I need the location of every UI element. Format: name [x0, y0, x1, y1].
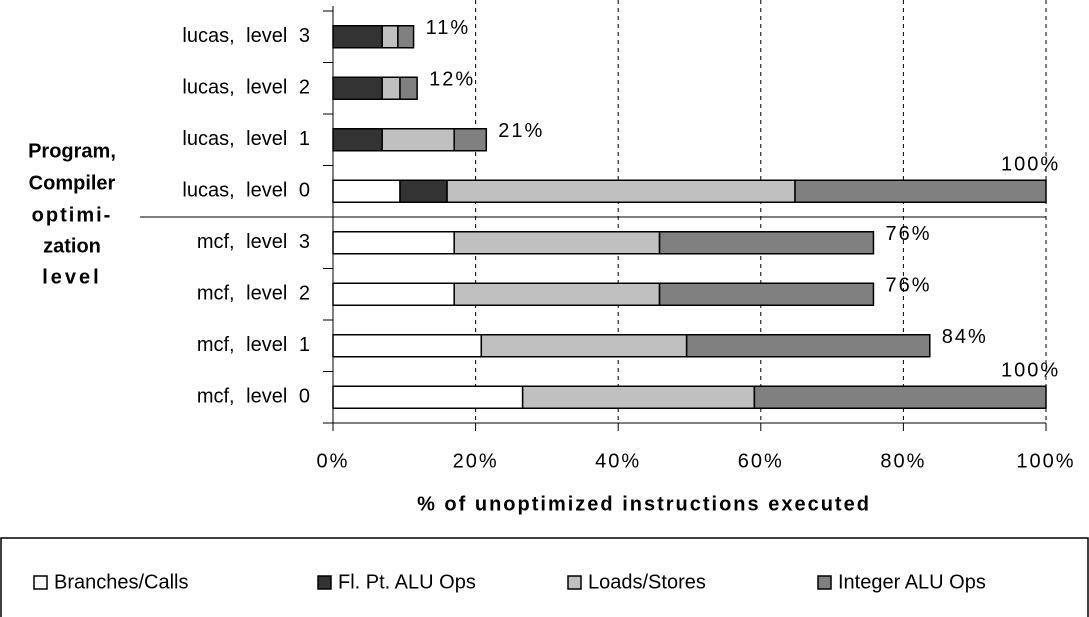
bar-segment: [399, 179, 448, 203]
x-tick-label: 80%: [880, 450, 926, 472]
legend-swatch: [33, 575, 48, 590]
bar-segment: [332, 334, 483, 358]
legend-box: [0, 537, 1089, 617]
y-axis-title: optimi-: [32, 204, 113, 226]
y-axis-title: Program,: [28, 140, 116, 162]
y-tick-label: mcf, level 3: [197, 231, 310, 253]
legend-label: Branches/Calls: [54, 571, 189, 593]
value-label: 100%: [1001, 154, 1060, 176]
value-label: 21%: [498, 120, 544, 142]
y-tick-label: lucas, level 0: [182, 180, 310, 202]
bar-segment: [453, 231, 661, 255]
y-tick-label: lucas, level 1: [182, 128, 310, 150]
legend-label: Fl. Pt. ALU Ops: [338, 571, 476, 593]
bar-segment: [753, 385, 1047, 409]
bar-segment: [381, 128, 455, 152]
value-label: 84%: [942, 326, 988, 348]
x-tick-label: 20%: [453, 450, 499, 472]
legend-swatch: [567, 575, 582, 590]
value-label: 100%: [1001, 360, 1060, 382]
bar-segment: [685, 334, 931, 358]
value-label: 12%: [429, 69, 475, 91]
value-label: 11%: [426, 17, 471, 39]
bar-segment: [658, 282, 875, 306]
bar-segment: [521, 385, 756, 409]
value-label: 76%: [885, 223, 931, 245]
legend-swatch: [817, 575, 832, 590]
legend-label: Loads/Stores: [588, 571, 706, 593]
legend-swatch: [317, 575, 332, 590]
y-axis-title: level: [42, 266, 101, 288]
bar-segment: [397, 25, 415, 49]
y-tick-label: mcf, level 1: [197, 334, 310, 356]
bar-segment: [332, 76, 383, 100]
x-tick-label: 0%: [317, 450, 350, 472]
x-tick-label: 100%: [1016, 450, 1075, 472]
y-axis-title: Compiler: [29, 172, 116, 194]
bar-segment: [446, 179, 796, 203]
bar-segment: [332, 231, 455, 255]
bar-segment: [332, 179, 401, 203]
bar-segment: [658, 231, 875, 255]
y-tick-label: mcf, level 0: [197, 386, 310, 408]
bar-segment: [381, 76, 401, 100]
bar-segment: [480, 334, 688, 358]
x-tick-label: 40%: [595, 450, 641, 472]
bar-segment: [332, 25, 383, 49]
y-tick-label: lucas, level 2: [182, 77, 310, 99]
bar-segment: [399, 76, 418, 100]
bar-segment: [332, 385, 524, 409]
bar-segment: [381, 25, 399, 49]
y-tick-label: mcf, level 2: [197, 283, 310, 305]
legend-label: Integer ALU Ops: [838, 571, 986, 593]
y-axis-title: zation: [43, 235, 101, 257]
bar-segment: [453, 282, 661, 306]
bar-segment: [794, 179, 1047, 203]
bar-segment: [332, 128, 383, 152]
y-tick-label: lucas, level 3: [182, 25, 310, 47]
x-tick-label: 60%: [738, 450, 784, 472]
bar-segment: [453, 128, 488, 152]
x-axis-title: % of unoptimized instructions executed: [417, 493, 871, 515]
value-label: 76%: [885, 275, 931, 297]
bar-segment: [332, 282, 455, 306]
